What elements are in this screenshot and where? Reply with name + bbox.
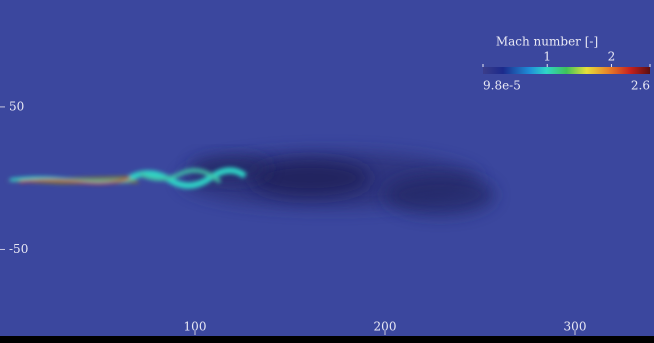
x-tick-label: 300 xyxy=(564,320,587,334)
x-tick-label: 200 xyxy=(374,320,397,334)
colorbar-tick-label: 1 xyxy=(543,50,551,64)
colorbar-tick-label: 9.8e-5 xyxy=(483,79,521,93)
jet-core xyxy=(5,167,247,189)
colorbar-tick-label: 2 xyxy=(608,50,616,64)
colorbar xyxy=(483,67,650,74)
colorbar-label: Mach number [-] xyxy=(496,35,598,49)
x-tick-label: 100 xyxy=(184,320,207,334)
y-tick-label: 50 xyxy=(9,99,24,113)
y-tick-label: -50 xyxy=(9,242,28,256)
colorbar-tick-label: 2.6 xyxy=(631,79,650,93)
wake xyxy=(180,152,495,215)
